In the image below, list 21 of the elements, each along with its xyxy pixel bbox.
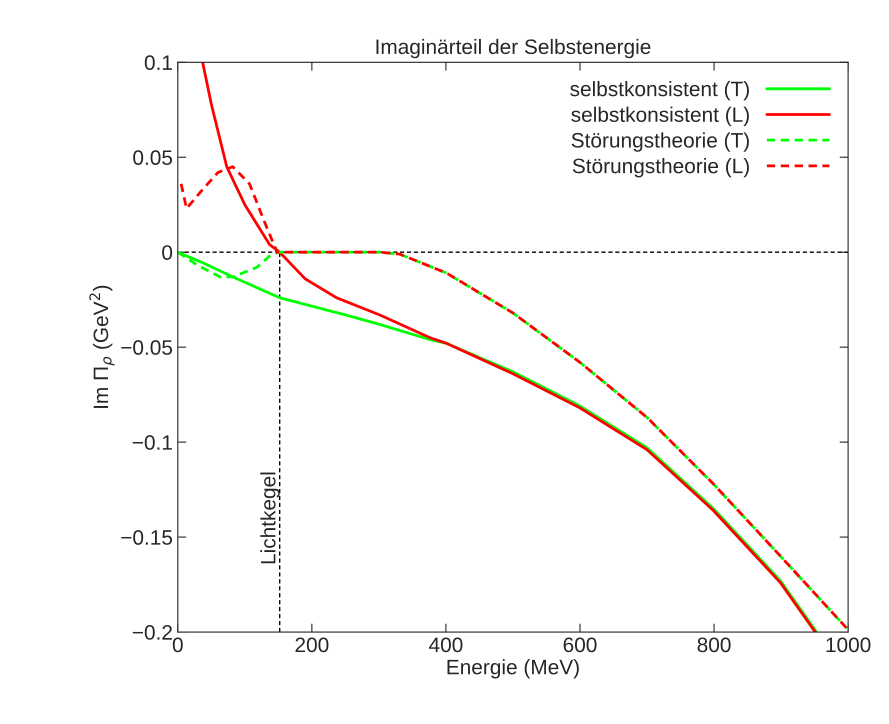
legend-label: selbstkonsistent (L) <box>571 106 749 126</box>
x-tick-label: 200 <box>296 637 328 652</box>
x-tick-label: 600 <box>564 637 597 652</box>
y-tick-label: 0.05 <box>133 150 172 165</box>
legend-label: selbstkonsistent (T) <box>570 81 749 100</box>
y-tick-label: −0.1 <box>132 435 172 450</box>
y-tick-label: 0 <box>162 245 172 260</box>
legend-label: Störungstheorie (L) <box>572 158 749 178</box>
y-axis-title: Im Π$_{ρ}$ (GeV$^{2}$) <box>89 286 115 408</box>
x-tick-label: 1000 <box>826 637 870 652</box>
y-tick-label: 0.1 <box>144 55 172 70</box>
x-tick-label: 400 <box>429 637 462 652</box>
chart-title: Imaginärteil der Selbstenergie <box>376 38 650 58</box>
x-tick-label: 800 <box>698 637 731 652</box>
legend-label: Störungstheorie (T) <box>572 132 749 152</box>
x-axis-title: Energie (MeV) <box>448 659 579 679</box>
y-tick-label: −0.05 <box>121 340 172 355</box>
y-tick-label: −0.15 <box>121 530 172 545</box>
ref-line-label: Lichtkegel <box>260 472 280 564</box>
x-tick-label: 0 <box>172 637 183 652</box>
y-tick-label: −0.2 <box>132 625 172 640</box>
